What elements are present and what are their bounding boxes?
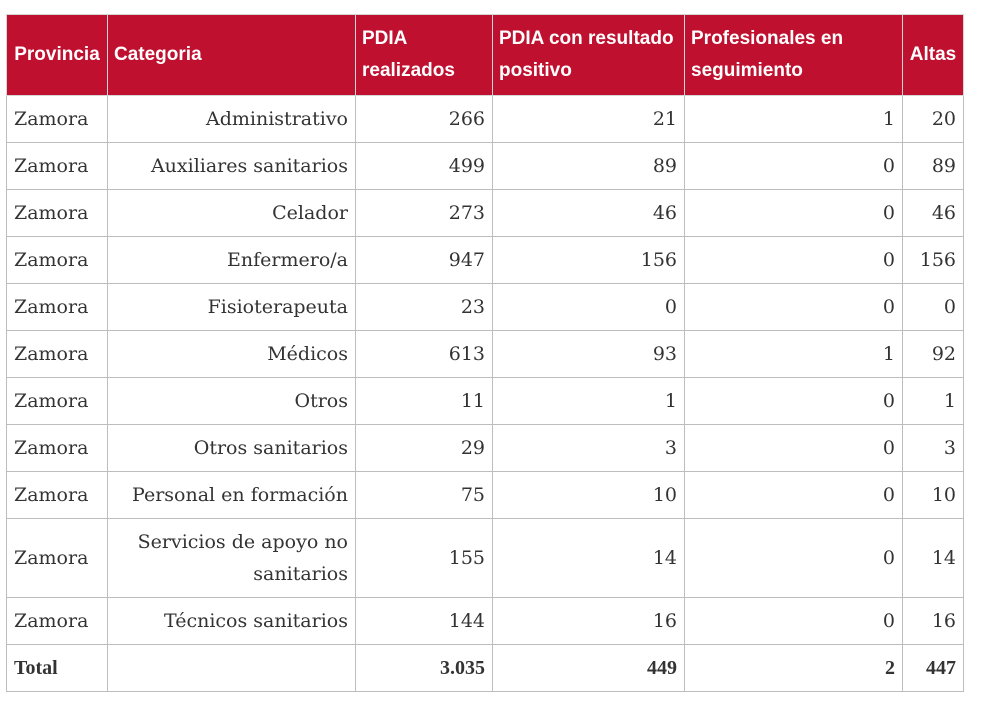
cell-profesionales-seguimiento: 0	[684, 597, 903, 645]
cell-pdia-positivo: 93	[492, 330, 685, 378]
cell-pdia-positivo: 3	[492, 424, 685, 472]
cell-pdia-positivo: 21	[492, 95, 685, 143]
total-label: Total	[6, 644, 108, 692]
cell-categoria: Enfermero/a	[107, 236, 356, 284]
total-row: Total 3.035 449 2 447	[6, 644, 964, 692]
cell-pdia-positivo: 16	[492, 597, 685, 645]
cell-categoria: Celador	[107, 189, 356, 237]
cell-provincia: Zamora	[6, 597, 108, 645]
cell-altas: 1	[902, 377, 964, 425]
cell-altas: 0	[902, 283, 964, 331]
table-row: Zamora Otros 11 1 0 1	[6, 377, 964, 425]
total-altas: 447	[902, 644, 964, 692]
table-row: Zamora Técnicos sanitarios 144 16 0 16	[6, 597, 964, 645]
table-body: Zamora Administrativo 266 21 1 20 Zamora…	[6, 95, 964, 692]
table-row: Zamora Servicios de apoyo no sanitarios …	[6, 518, 964, 598]
cell-altas: 92	[902, 330, 964, 378]
cell-provincia: Zamora	[6, 330, 108, 378]
header-pdia-realizados[interactable]: PDIA realizados	[355, 14, 493, 96]
cell-pdia-positivo: 0	[492, 283, 685, 331]
cell-altas: 89	[902, 142, 964, 190]
cell-provincia: Zamora	[6, 236, 108, 284]
total-pdia-positivo: 449	[492, 644, 685, 692]
cell-profesionales-seguimiento: 0	[684, 189, 903, 237]
cell-provincia: Zamora	[6, 95, 108, 143]
table-header: Provincia Categoria PDIA realizados PDIA…	[6, 14, 964, 96]
table-row: Zamora Fisioterapeuta 23 0 0 0	[6, 283, 964, 331]
table-row: Zamora Otros sanitarios 29 3 0 3	[6, 424, 964, 472]
cell-categoria: Médicos	[107, 330, 356, 378]
cell-pdia-positivo: 156	[492, 236, 685, 284]
cell-categoria: Auxiliares sanitarios	[107, 142, 356, 190]
cell-altas: 46	[902, 189, 964, 237]
cell-pdia-realizados: 155	[355, 518, 493, 598]
cell-pdia-realizados: 499	[355, 142, 493, 190]
cell-provincia: Zamora	[6, 471, 108, 519]
header-profesionales-seguimiento[interactable]: Profesionales en seguimiento	[684, 14, 903, 96]
cell-profesionales-seguimiento: 1	[684, 330, 903, 378]
cell-profesionales-seguimiento: 0	[684, 424, 903, 472]
cell-altas: 20	[902, 95, 964, 143]
cell-profesionales-seguimiento: 0	[684, 377, 903, 425]
cell-categoria: Otros sanitarios	[107, 424, 356, 472]
table-wrapper: Provincia Categoria PDIA realizados PDIA…	[6, 14, 964, 692]
cell-categoria: Personal en formación	[107, 471, 356, 519]
cell-provincia: Zamora	[6, 283, 108, 331]
cell-categoria: Técnicos sanitarios	[107, 597, 356, 645]
table-row: Zamora Personal en formación 75 10 0 10	[6, 471, 964, 519]
cell-altas: 14	[902, 518, 964, 598]
cell-pdia-realizados: 144	[355, 597, 493, 645]
cell-altas: 10	[902, 471, 964, 519]
cell-altas: 16	[902, 597, 964, 645]
cell-pdia-positivo: 46	[492, 189, 685, 237]
total-profesionales-seguimiento: 2	[684, 644, 903, 692]
cell-pdia-positivo: 1	[492, 377, 685, 425]
table-row: Zamora Auxiliares sanitarios 499 89 0 89	[6, 142, 964, 190]
cell-provincia: Zamora	[6, 189, 108, 237]
cell-pdia-realizados: 273	[355, 189, 493, 237]
cell-altas: 3	[902, 424, 964, 472]
cell-provincia: Zamora	[6, 518, 108, 598]
cell-categoria: Otros	[107, 377, 356, 425]
cell-altas: 156	[902, 236, 964, 284]
cell-pdia-realizados: 11	[355, 377, 493, 425]
cell-categoria: Fisioterapeuta	[107, 283, 356, 331]
cell-provincia: Zamora	[6, 142, 108, 190]
header-pdia-positivo[interactable]: PDIA con resultado positivo	[492, 14, 685, 96]
header-altas[interactable]: Altas	[902, 14, 964, 96]
cell-profesionales-seguimiento: 0	[684, 283, 903, 331]
total-pdia-realizados: 3.035	[355, 644, 493, 692]
table-row: Zamora Celador 273 46 0 46	[6, 189, 964, 237]
header-categoria[interactable]: Categoria	[107, 14, 356, 96]
header-row: Provincia Categoria PDIA realizados PDIA…	[6, 14, 964, 96]
cell-provincia: Zamora	[6, 377, 108, 425]
cell-pdia-realizados: 947	[355, 236, 493, 284]
cell-pdia-positivo: 10	[492, 471, 685, 519]
cell-pdia-realizados: 613	[355, 330, 493, 378]
cell-profesionales-seguimiento: 0	[684, 471, 903, 519]
cell-pdia-positivo: 89	[492, 142, 685, 190]
cell-pdia-realizados: 75	[355, 471, 493, 519]
cell-provincia: Zamora	[6, 424, 108, 472]
cell-categoria: Servicios de apoyo no sanitarios	[107, 518, 356, 598]
cell-pdia-realizados: 23	[355, 283, 493, 331]
header-provincia[interactable]: Provincia	[6, 14, 108, 96]
table-row: Zamora Enfermero/a 947 156 0 156	[6, 236, 964, 284]
cell-profesionales-seguimiento: 0	[684, 518, 903, 598]
cell-pdia-realizados: 266	[355, 95, 493, 143]
cell-categoria: Administrativo	[107, 95, 356, 143]
cell-profesionales-seguimiento: 1	[684, 95, 903, 143]
total-categoria	[107, 644, 356, 692]
table-row: Zamora Administrativo 266 21 1 20	[6, 95, 964, 143]
cell-profesionales-seguimiento: 0	[684, 142, 903, 190]
table-row: Zamora Médicos 613 93 1 92	[6, 330, 964, 378]
cell-pdia-realizados: 29	[355, 424, 493, 472]
cell-profesionales-seguimiento: 0	[684, 236, 903, 284]
cell-pdia-positivo: 14	[492, 518, 685, 598]
data-table: Provincia Categoria PDIA realizados PDIA…	[6, 14, 964, 692]
